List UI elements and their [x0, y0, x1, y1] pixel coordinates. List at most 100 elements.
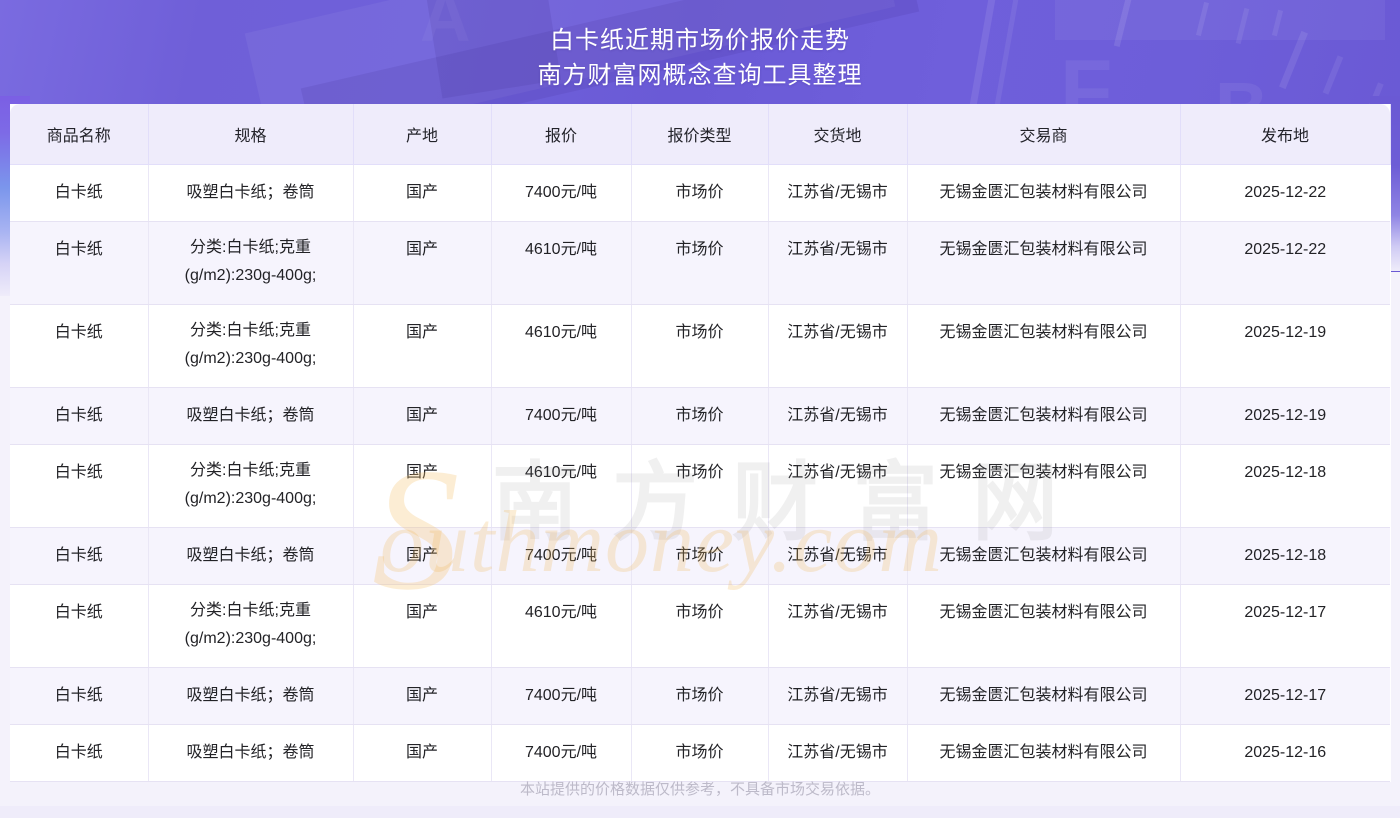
cell-spec-text: 分类:白卡纸;克重 (g/m2):230g-400g;: [149, 222, 353, 304]
column-header-spec: 规格: [148, 104, 354, 165]
cell-publish-date: 2025-12-17: [1180, 584, 1390, 668]
cell-product-name: 白卡纸: [10, 667, 149, 725]
cell-spec: 分类:白卡纸;克重 (g/m2):230g-400g;: [148, 304, 354, 388]
cell-spec-text: 吸塑白卡纸；卷筒: [186, 744, 315, 761]
cell-origin: 国产: [353, 584, 492, 668]
cell-origin: 国产: [353, 724, 492, 782]
cell-trader: 无锡金匮汇包装材料有限公司: [907, 444, 1181, 528]
cell-spec: 吸塑白卡纸；卷筒: [148, 667, 354, 725]
cell-product-name: 白卡纸: [10, 527, 149, 585]
cell-price: 4610元/吨: [491, 584, 632, 668]
column-header-price: 报价: [491, 104, 632, 165]
cell-trader: 无锡金匮汇包装材料有限公司: [907, 164, 1181, 222]
cell-publish-date: 2025-12-17: [1180, 667, 1390, 725]
table-row: 白卡纸 分类:白卡纸;克重 (g/m2):230g-400g; 国产 4610元/吨 市场…: [10, 584, 1390, 668]
cell-publish-date: 2025-12-19: [1180, 387, 1390, 445]
price-table-header: 商品名称 规格 产地 报价 报价类型 交货地 交易商 发布地: [10, 104, 1391, 165]
cell-publish-date: 2025-12-18: [1180, 444, 1390, 528]
cell-spec-line2: (g/m2):230g-400g;: [184, 267, 317, 284]
cell-spec-text: 吸塑白卡纸；卷筒: [186, 687, 315, 704]
cell-spec-line1: 分类:白卡纸;克重: [190, 322, 311, 339]
table-row: 白卡纸 分类:白卡纸;克重 (g/m2):230g-400g; 国产 4610元/吨 市场…: [10, 444, 1390, 528]
cell-spec-line2: (g/m2):230g-400g;: [184, 350, 317, 367]
cell-publish-date: 2025-12-18: [1180, 527, 1390, 585]
cell-price-type: 市场价: [631, 667, 769, 725]
cell-origin: 国产: [353, 304, 492, 388]
page-bottom-strip: [0, 806, 1400, 818]
cell-publish-date: 2025-12-16: [1180, 724, 1390, 782]
cell-price-type: 市场价: [631, 724, 769, 782]
cell-spec: 吸塑白卡纸；卷筒: [148, 387, 354, 445]
column-header-delivery: 交货地: [768, 104, 908, 165]
cell-spec: 吸塑白卡纸；卷筒: [148, 724, 354, 782]
page-title: 白卡纸近期市场价报价走势: [550, 27, 850, 54]
cell-product-name: 白卡纸: [10, 584, 149, 668]
table-row: 白卡纸 吸塑白卡纸；卷筒 国产 7400元/吨 市场价 江苏省/无锡市 无锡金匮汇包装材料有…: [10, 724, 1390, 782]
cell-price: 7400元/吨: [491, 387, 632, 445]
cell-price-type: 市场价: [631, 304, 769, 388]
cell-spec: 分类:白卡纸;克重 (g/m2):230g-400g;: [148, 444, 354, 528]
cell-product-name: 白卡纸: [10, 444, 149, 528]
cell-spec-line2: (g/m2):230g-400g;: [184, 630, 317, 647]
disclaimer-note: 本站提供的价格数据仅供参考，不具备市场交易依据。: [519, 781, 880, 798]
cell-price-type: 市场价: [631, 584, 769, 668]
cell-trader: 无锡金匮汇包装材料有限公司: [907, 584, 1181, 668]
cell-spec-text: 吸塑白卡纸；卷筒: [186, 184, 315, 201]
cell-spec-text: 吸塑白卡纸；卷筒: [186, 547, 315, 564]
column-header-trader: 交易商: [907, 104, 1181, 165]
header-row: 商品名称 规格 产地 报价 报价类型 交货地 交易商 发布地: [10, 104, 1391, 165]
cell-price-type: 市场价: [631, 164, 769, 222]
cell-product-name: 白卡纸: [10, 304, 149, 388]
page-subtitle: 南方财富网概念查询工具整理: [537, 62, 863, 89]
cell-trader: 无锡金匮汇包装材料有限公司: [907, 724, 1181, 782]
cell-product-name: 白卡纸: [10, 387, 149, 445]
cell-origin: 国产: [353, 164, 492, 222]
cell-origin: 国产: [353, 444, 492, 528]
cell-spec: 分类:白卡纸;克重 (g/m2):230g-400g;: [148, 221, 354, 305]
cell-origin: 国产: [353, 667, 492, 725]
cell-delivery: 江苏省/无锡市: [768, 527, 908, 585]
cell-origin: 国产: [353, 387, 492, 445]
cell-trader: 无锡金匮汇包装材料有限公司: [907, 527, 1181, 585]
table-row: 白卡纸 分类:白卡纸;克重 (g/m2):230g-400g; 国产 4610元/吨 市场…: [10, 221, 1390, 305]
cell-origin: 国产: [353, 221, 492, 305]
cell-publish-date: 2025-12-19: [1180, 304, 1390, 388]
cell-price: 7400元/吨: [491, 527, 632, 585]
cell-publish-date: 2025-12-22: [1180, 164, 1390, 222]
cell-product-name: 白卡纸: [10, 724, 149, 782]
cell-spec-line1: 分类:白卡纸;克重: [190, 462, 311, 479]
cell-spec-text: 分类:白卡纸;克重 (g/m2):230g-400g;: [149, 585, 353, 667]
cell-trader: 无锡金匮汇包装材料有限公司: [907, 221, 1181, 305]
cell-delivery: 江苏省/无锡市: [768, 387, 908, 445]
cell-price-type: 市场价: [631, 221, 769, 305]
cell-delivery: 江苏省/无锡市: [768, 444, 908, 528]
cell-price: 7400元/吨: [491, 667, 632, 725]
cell-spec-line1: 分类:白卡纸;克重: [190, 239, 311, 256]
cell-delivery: 江苏省/无锡市: [768, 724, 908, 782]
table-row: 白卡纸 吸塑白卡纸；卷筒 国产 7400元/吨 市场价 江苏省/无锡市 无锡金匮汇包装材料有…: [10, 667, 1390, 725]
table-row: 白卡纸 吸塑白卡纸；卷筒 国产 7400元/吨 市场价 江苏省/无锡市 无锡金匮汇包装材料有…: [10, 387, 1390, 445]
cell-delivery: 江苏省/无锡市: [768, 667, 908, 725]
cell-spec-text: 分类:白卡纸;克重 (g/m2):230g-400g;: [149, 445, 353, 527]
cell-spec-text: 吸塑白卡纸；卷筒: [186, 407, 315, 424]
cell-spec: 吸塑白卡纸；卷筒: [148, 527, 354, 585]
table-row: 白卡纸 吸塑白卡纸；卷筒 国产 7400元/吨 市场价 江苏省/无锡市 无锡金匮汇包装材料有…: [10, 164, 1390, 222]
cell-spec-text: 分类:白卡纸;克重 (g/m2):230g-400g;: [149, 305, 353, 387]
cell-price-type: 市场价: [631, 387, 769, 445]
cell-price-type: 市场价: [631, 527, 769, 585]
cell-spec-line1: 分类:白卡纸;克重: [190, 602, 311, 619]
cell-spec: 吸塑白卡纸；卷筒: [148, 164, 354, 222]
price-table-card: 商品名称 规格 产地 报价 报价类型 交货地 交易商 发布地 白卡纸吸塑白卡纸；…: [10, 104, 1391, 782]
price-table: 商品名称 规格 产地 报价 报价类型 交货地 交易商 发布地 白卡纸吸塑白卡纸；…: [10, 104, 1391, 782]
cell-trader: 无锡金匮汇包装材料有限公司: [907, 667, 1181, 725]
cell-product-name: 白卡纸: [10, 164, 149, 222]
table-row: 白卡纸 吸塑白卡纸；卷筒 国产 7400元/吨 市场价 江苏省/无锡市 无锡金匮汇包装材料有…: [10, 527, 1390, 585]
cell-spec-line2: (g/m2):230g-400g;: [184, 490, 317, 507]
cell-price: 4610元/吨: [491, 221, 632, 305]
cell-spec: 分类:白卡纸;克重 (g/m2):230g-400g;: [148, 584, 354, 668]
column-header-publish-date: 发布地: [1180, 104, 1391, 165]
cell-price: 4610元/吨: [491, 304, 632, 388]
column-header-product-name: 商品名称: [10, 104, 149, 165]
column-header-price-type: 报价类型: [631, 104, 769, 165]
banner-title-block: 白卡纸近期市场价报价走势 南方财富网概念查询工具整理: [0, 0, 1400, 93]
